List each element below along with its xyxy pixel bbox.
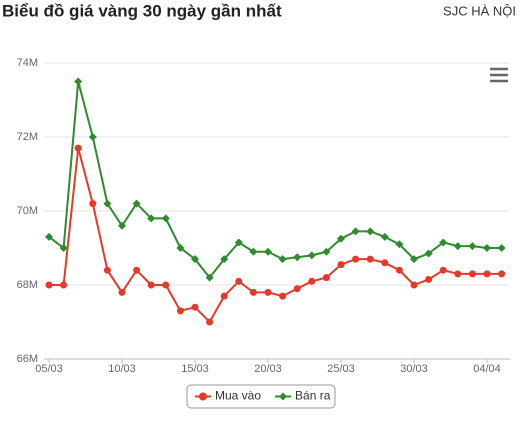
point: [45, 281, 53, 289]
point: [425, 275, 433, 283]
point: [74, 144, 82, 152]
point: [103, 266, 111, 274]
y-tick-label: 66M: [17, 353, 38, 365]
point: [322, 247, 331, 256]
point: [439, 238, 448, 247]
x-tick-label: 20/03: [254, 363, 282, 375]
x-tick-label: 05/03: [35, 363, 63, 375]
point: [293, 253, 302, 262]
point: [454, 270, 462, 278]
point: [249, 247, 258, 256]
x-tick-label: 15/03: [181, 363, 209, 375]
legend-label: Bán ra: [295, 389, 331, 403]
x-tick-label: 30/03: [400, 363, 428, 375]
point: [483, 270, 491, 278]
point: [439, 266, 447, 274]
point: [59, 244, 68, 252]
point: [234, 238, 243, 247]
point: [351, 227, 360, 236]
point: [337, 234, 345, 243]
legend-label: Mua vào: [215, 389, 261, 403]
point: [133, 266, 141, 274]
point: [162, 281, 170, 289]
point: [176, 244, 185, 252]
point: [161, 214, 170, 223]
point: [118, 221, 126, 230]
point: [235, 277, 243, 285]
point: [147, 281, 155, 289]
point: [308, 277, 316, 285]
point: [366, 227, 375, 236]
x-tick-label: 10/03: [108, 363, 136, 375]
y-tick-label: 70M: [17, 205, 38, 217]
point: [60, 281, 68, 289]
legend-swatch: [199, 392, 207, 401]
y-tick-label: 72M: [17, 131, 38, 143]
point: [279, 292, 287, 300]
point: [191, 255, 199, 264]
point: [352, 255, 360, 263]
point: [395, 240, 404, 249]
point: [468, 270, 476, 278]
legend-box: [186, 384, 336, 409]
point: [103, 199, 112, 208]
point: [453, 242, 462, 251]
point: [220, 292, 228, 300]
point: [132, 199, 141, 208]
point: [366, 255, 374, 263]
y-tick-label: 74M: [17, 57, 38, 69]
chart-subtitle: SJC HÀ NỘI: [443, 3, 516, 18]
point: [264, 288, 272, 296]
point: [410, 281, 418, 289]
point: [89, 200, 97, 208]
series-line: [48, 81, 502, 280]
point: [410, 255, 418, 264]
y-tick-label: 68M: [17, 279, 38, 291]
point: [424, 249, 433, 258]
point: [206, 318, 214, 326]
point: [88, 133, 97, 141]
point: [249, 288, 257, 296]
point: [74, 77, 83, 86]
x-tick-label: 25/03: [327, 363, 355, 375]
series-line: [49, 147, 502, 324]
point: [380, 232, 389, 241]
point: [278, 255, 287, 264]
menu-icon[interactable]: [490, 67, 508, 83]
point: [176, 307, 184, 315]
point: [264, 247, 272, 256]
point: [322, 274, 330, 282]
x-tick-label: 04/04: [473, 363, 501, 375]
point: [220, 255, 229, 264]
point: [293, 285, 301, 293]
point: [45, 232, 53, 241]
point: [337, 261, 345, 269]
point: [395, 266, 403, 274]
point: [468, 242, 477, 251]
legend-swatch: [279, 392, 288, 401]
point: [483, 244, 491, 252]
point: [191, 303, 199, 311]
point: [118, 288, 126, 296]
point: [497, 244, 506, 252]
point: [307, 251, 316, 260]
chart-title: Biểu đồ giá vàng 30 ngày gần nhất: [2, 1, 282, 20]
point: [205, 273, 214, 282]
point: [147, 214, 156, 223]
point: [498, 270, 506, 278]
point: [381, 259, 389, 267]
